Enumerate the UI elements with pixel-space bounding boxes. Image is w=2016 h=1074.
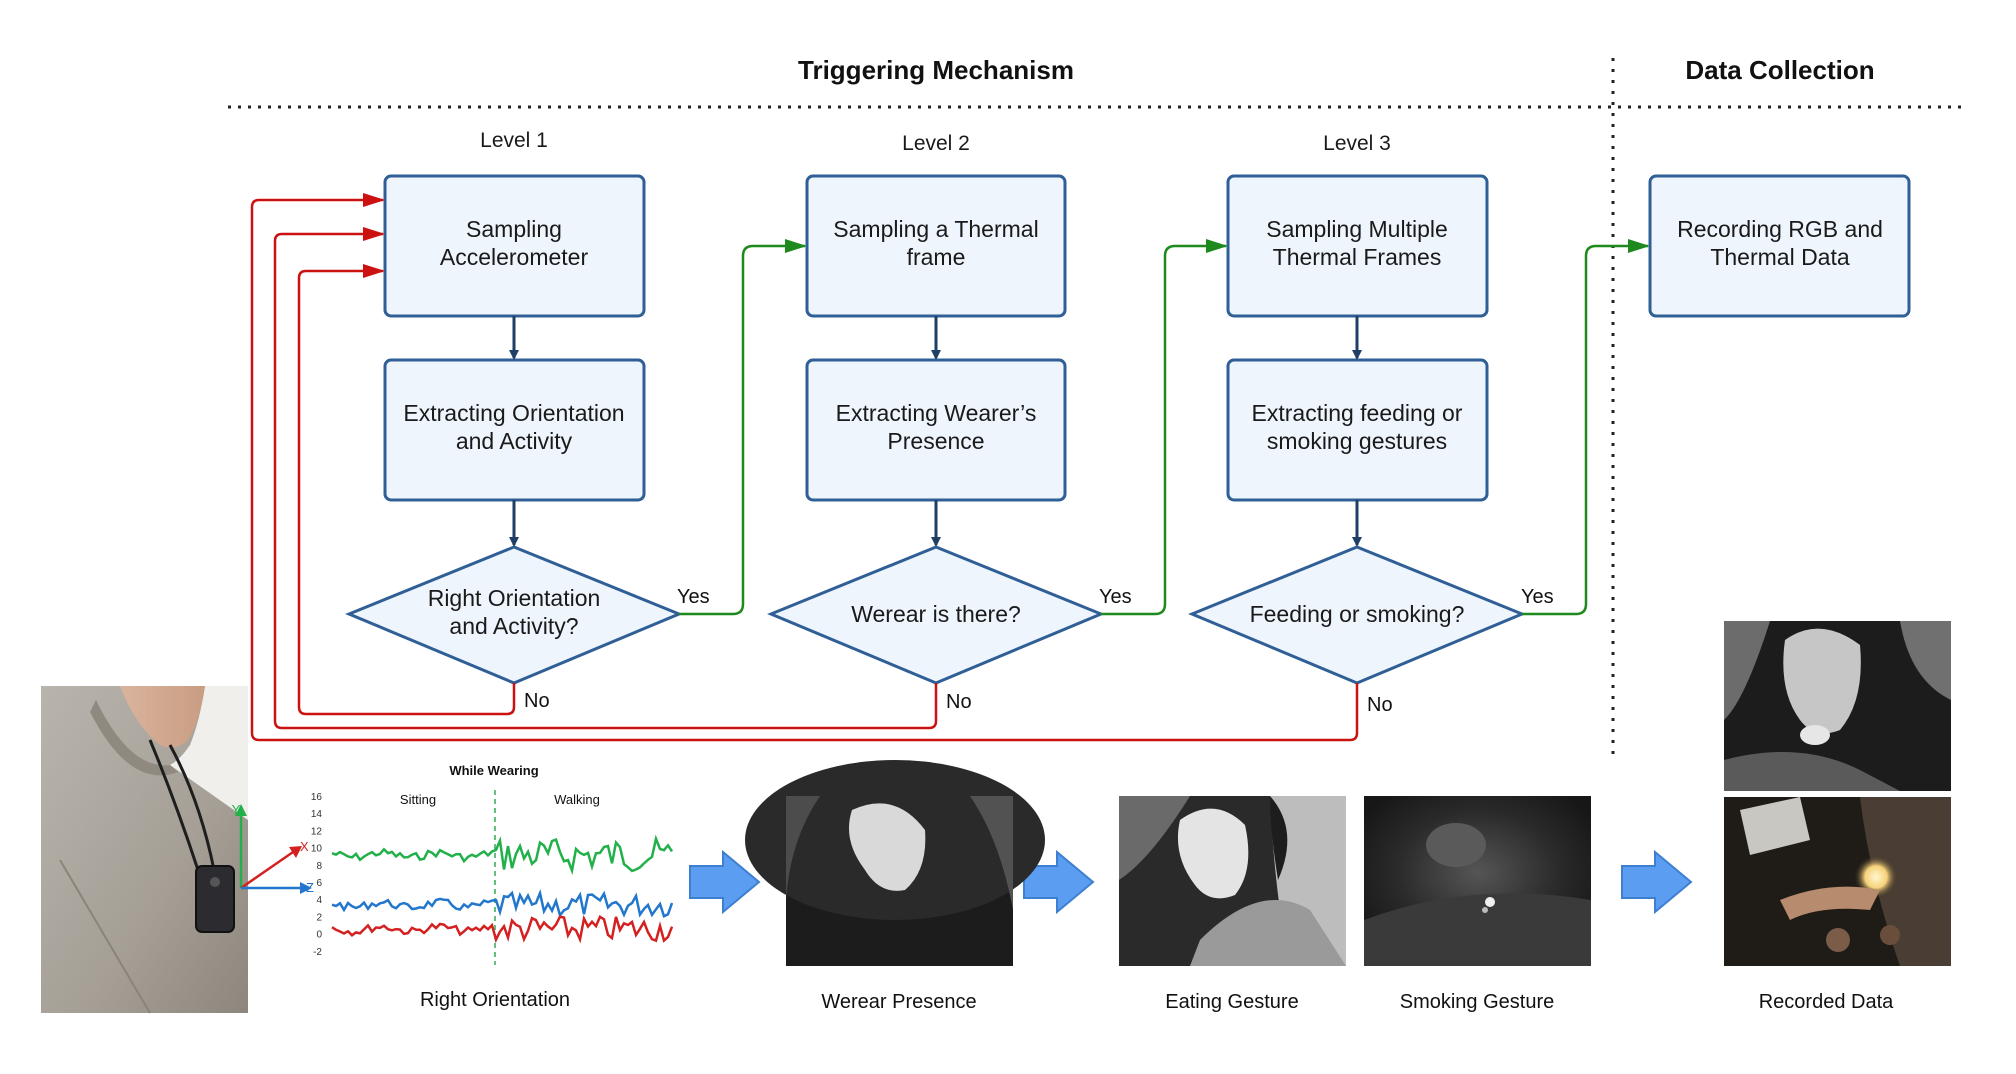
decision-orientation: Right Orientation and Activity? bbox=[345, 545, 683, 685]
y-tick-label: 0 bbox=[316, 930, 322, 941]
yes-label-2: Yes bbox=[1099, 586, 1132, 608]
y-tick-label: 4 bbox=[316, 895, 322, 906]
section-title-collection: Data Collection bbox=[1685, 55, 1874, 85]
big-arrows bbox=[689, 849, 1693, 915]
signal-x bbox=[331, 914, 674, 944]
y-tick-label: 8 bbox=[316, 861, 322, 872]
signal-y bbox=[331, 834, 674, 876]
level-3-label: Level 3 bbox=[1323, 132, 1391, 155]
decision-label: Feeding or smoking? bbox=[1250, 601, 1465, 627]
y-tick-label: 6 bbox=[316, 878, 322, 889]
thermal-presence-image bbox=[745, 760, 1045, 966]
box-label: and Activity bbox=[456, 428, 573, 454]
decision-label: Right Orientation bbox=[428, 585, 601, 611]
plot-phase-walking: Walking bbox=[554, 792, 600, 807]
caption-eating: Eating Gesture bbox=[1165, 991, 1298, 1013]
no-label-1: No bbox=[524, 690, 550, 712]
box-label: Thermal Frames bbox=[1273, 244, 1442, 270]
plot-phase-sitting: Sitting bbox=[400, 792, 436, 807]
yes-label-1: Yes bbox=[677, 586, 710, 608]
yes-connectors bbox=[679, 239, 1650, 616]
box-label: Sampling Multiple bbox=[1266, 216, 1448, 242]
y-tick-label: 10 bbox=[311, 844, 323, 855]
decision-gesture: Feeding or smoking? bbox=[1188, 545, 1526, 685]
box-extract-gestures: Extracting feeding or smoking gestures bbox=[1226, 358, 1489, 502]
decision-label: Werear is there? bbox=[851, 601, 1021, 627]
box-sampling-multiple: Sampling Multiple Thermal Frames bbox=[1226, 174, 1489, 318]
y-tick-label: 16 bbox=[311, 792, 323, 803]
box-label: Sampling bbox=[466, 216, 562, 242]
box-label: Extracting feeding or bbox=[1252, 400, 1463, 426]
no-label-2: No bbox=[946, 691, 972, 713]
no-label-3: No bbox=[1367, 694, 1393, 716]
flow-arrows bbox=[509, 316, 1362, 547]
signal-z bbox=[331, 889, 674, 919]
caption-recorded: Recorded Data bbox=[1759, 991, 1894, 1013]
box-label: Sampling a Thermal bbox=[833, 216, 1038, 242]
box-label: smoking gestures bbox=[1267, 428, 1447, 454]
axis-glyph: Y X Z bbox=[232, 802, 314, 895]
box-label: Thermal Data bbox=[1710, 244, 1850, 270]
y-tick-label: 14 bbox=[311, 809, 323, 820]
box-label: Extracting Wearer’s bbox=[836, 400, 1037, 426]
big-arrow-icon bbox=[1621, 849, 1693, 915]
recorded-thermal-image bbox=[1724, 621, 1951, 791]
caption-orientation: Right Orientation bbox=[420, 989, 570, 1011]
big-arrow-icon bbox=[1023, 849, 1095, 915]
axis-y-label: Y bbox=[232, 802, 241, 817]
box-label: Accelerometer bbox=[440, 244, 589, 270]
y-tick-label: -2 bbox=[313, 947, 322, 958]
no-arrow-1 bbox=[297, 264, 516, 716]
yes-arrow-3 bbox=[1522, 239, 1650, 616]
y-tick-label: 12 bbox=[311, 826, 323, 837]
no-arrow-3 bbox=[250, 193, 1359, 742]
section-title-triggering: Triggering Mechanism bbox=[798, 55, 1074, 85]
box-label: Presence bbox=[887, 428, 984, 454]
thermal-eating-image bbox=[1119, 796, 1346, 966]
box-label: frame bbox=[907, 244, 966, 270]
y-ticks: 16 14 12 10 8 6 4 2 0 -2 bbox=[311, 792, 323, 958]
decision-wearer: Werear is there? bbox=[767, 545, 1105, 685]
no-arrow-2 bbox=[273, 227, 938, 730]
decision-label: and Activity? bbox=[449, 613, 578, 639]
yes-arrow-2 bbox=[1101, 239, 1228, 616]
yes-label-3: Yes bbox=[1521, 586, 1554, 608]
box-label: Extracting Orientation bbox=[403, 400, 624, 426]
box-sampling-thermal: Sampling a Thermal frame bbox=[805, 174, 1067, 318]
box-extract-orientation: Extracting Orientation and Activity bbox=[383, 358, 646, 502]
plot-title: While Wearing bbox=[449, 763, 538, 778]
no-connectors bbox=[250, 193, 1359, 742]
caption-presence: Werear Presence bbox=[821, 991, 976, 1013]
wearer-photo bbox=[41, 686, 248, 1014]
thermal-smoking-image bbox=[1364, 796, 1591, 966]
level-2-label: Level 2 bbox=[902, 132, 970, 155]
caption-smoking: Smoking Gesture bbox=[1400, 991, 1555, 1013]
box-recording: Recording RGB and Thermal Data bbox=[1648, 174, 1911, 318]
recorded-rgb-image bbox=[1724, 797, 1951, 966]
box-sampling-accelerometer: Sampling Accelerometer bbox=[383, 174, 646, 318]
big-arrow-icon bbox=[689, 849, 761, 915]
axis-x-label: X bbox=[300, 839, 309, 854]
yes-arrow-1 bbox=[679, 239, 807, 616]
axis-z-label: Z bbox=[306, 880, 314, 895]
box-extract-presence: Extracting Wearer’s Presence bbox=[805, 358, 1067, 502]
box-label: Recording RGB and bbox=[1677, 216, 1883, 242]
accelerometer-plot: While Wearing Sitting Walking 16 14 12 10 8 6… bbox=[311, 763, 674, 965]
level-1-label: Level 1 bbox=[480, 129, 548, 152]
y-tick-label: 2 bbox=[316, 912, 322, 923]
